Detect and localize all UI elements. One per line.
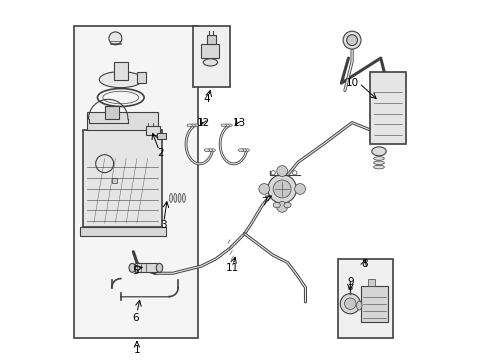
Ellipse shape (226, 124, 232, 127)
Bar (137, 72, 145, 83)
Bar (104, 107, 119, 119)
Ellipse shape (373, 161, 384, 165)
Text: 2: 2 (157, 148, 163, 158)
Ellipse shape (186, 124, 192, 127)
Ellipse shape (129, 264, 135, 273)
Ellipse shape (273, 202, 280, 208)
Text: 12: 12 (196, 118, 209, 128)
Ellipse shape (371, 147, 386, 156)
Ellipse shape (156, 264, 163, 273)
Circle shape (346, 35, 357, 45)
Circle shape (340, 294, 360, 314)
Bar (74, 26, 198, 338)
Ellipse shape (174, 193, 176, 202)
Text: 6: 6 (132, 313, 138, 323)
Circle shape (292, 171, 296, 175)
Ellipse shape (203, 59, 217, 66)
Ellipse shape (189, 124, 195, 127)
Circle shape (344, 298, 355, 310)
Bar (156, 134, 165, 139)
Ellipse shape (182, 193, 185, 202)
Bar (83, 130, 162, 226)
Bar (145, 126, 160, 135)
Text: 11: 11 (225, 263, 238, 273)
Bar (192, 26, 230, 87)
Text: 4: 4 (203, 94, 210, 104)
Circle shape (270, 171, 275, 175)
Bar (206, 35, 215, 44)
Ellipse shape (169, 193, 172, 202)
Circle shape (276, 202, 287, 212)
Ellipse shape (178, 193, 181, 202)
Ellipse shape (204, 149, 209, 152)
Text: 7: 7 (261, 197, 267, 207)
Ellipse shape (244, 149, 249, 152)
Ellipse shape (209, 149, 215, 152)
Circle shape (109, 32, 122, 45)
Ellipse shape (224, 124, 229, 127)
Circle shape (276, 166, 287, 176)
Ellipse shape (356, 301, 361, 310)
Circle shape (267, 175, 296, 203)
Bar (337, 259, 392, 338)
Text: 8: 8 (361, 259, 367, 269)
Ellipse shape (206, 149, 212, 152)
Text: 5: 5 (132, 266, 138, 276)
Bar (367, 279, 375, 286)
Text: 10: 10 (345, 78, 358, 88)
Bar (369, 72, 405, 144)
Bar (80, 226, 165, 235)
Bar (201, 44, 219, 58)
Ellipse shape (241, 149, 246, 152)
Bar (360, 286, 387, 321)
Ellipse shape (284, 202, 290, 208)
Bar (113, 62, 128, 80)
Ellipse shape (373, 165, 384, 169)
Text: 1: 1 (133, 345, 140, 355)
Ellipse shape (347, 287, 352, 290)
Circle shape (294, 184, 305, 194)
Ellipse shape (99, 72, 142, 87)
Ellipse shape (373, 157, 384, 160)
Bar (86, 112, 158, 130)
Ellipse shape (238, 149, 243, 152)
Bar (135, 263, 156, 272)
Text: 9: 9 (346, 277, 353, 287)
Text: 3: 3 (160, 220, 167, 230)
Bar (112, 178, 117, 183)
Circle shape (258, 184, 269, 194)
Text: 13: 13 (232, 118, 245, 128)
Ellipse shape (192, 124, 198, 127)
Circle shape (343, 31, 360, 49)
Circle shape (273, 180, 290, 198)
Ellipse shape (221, 124, 226, 127)
